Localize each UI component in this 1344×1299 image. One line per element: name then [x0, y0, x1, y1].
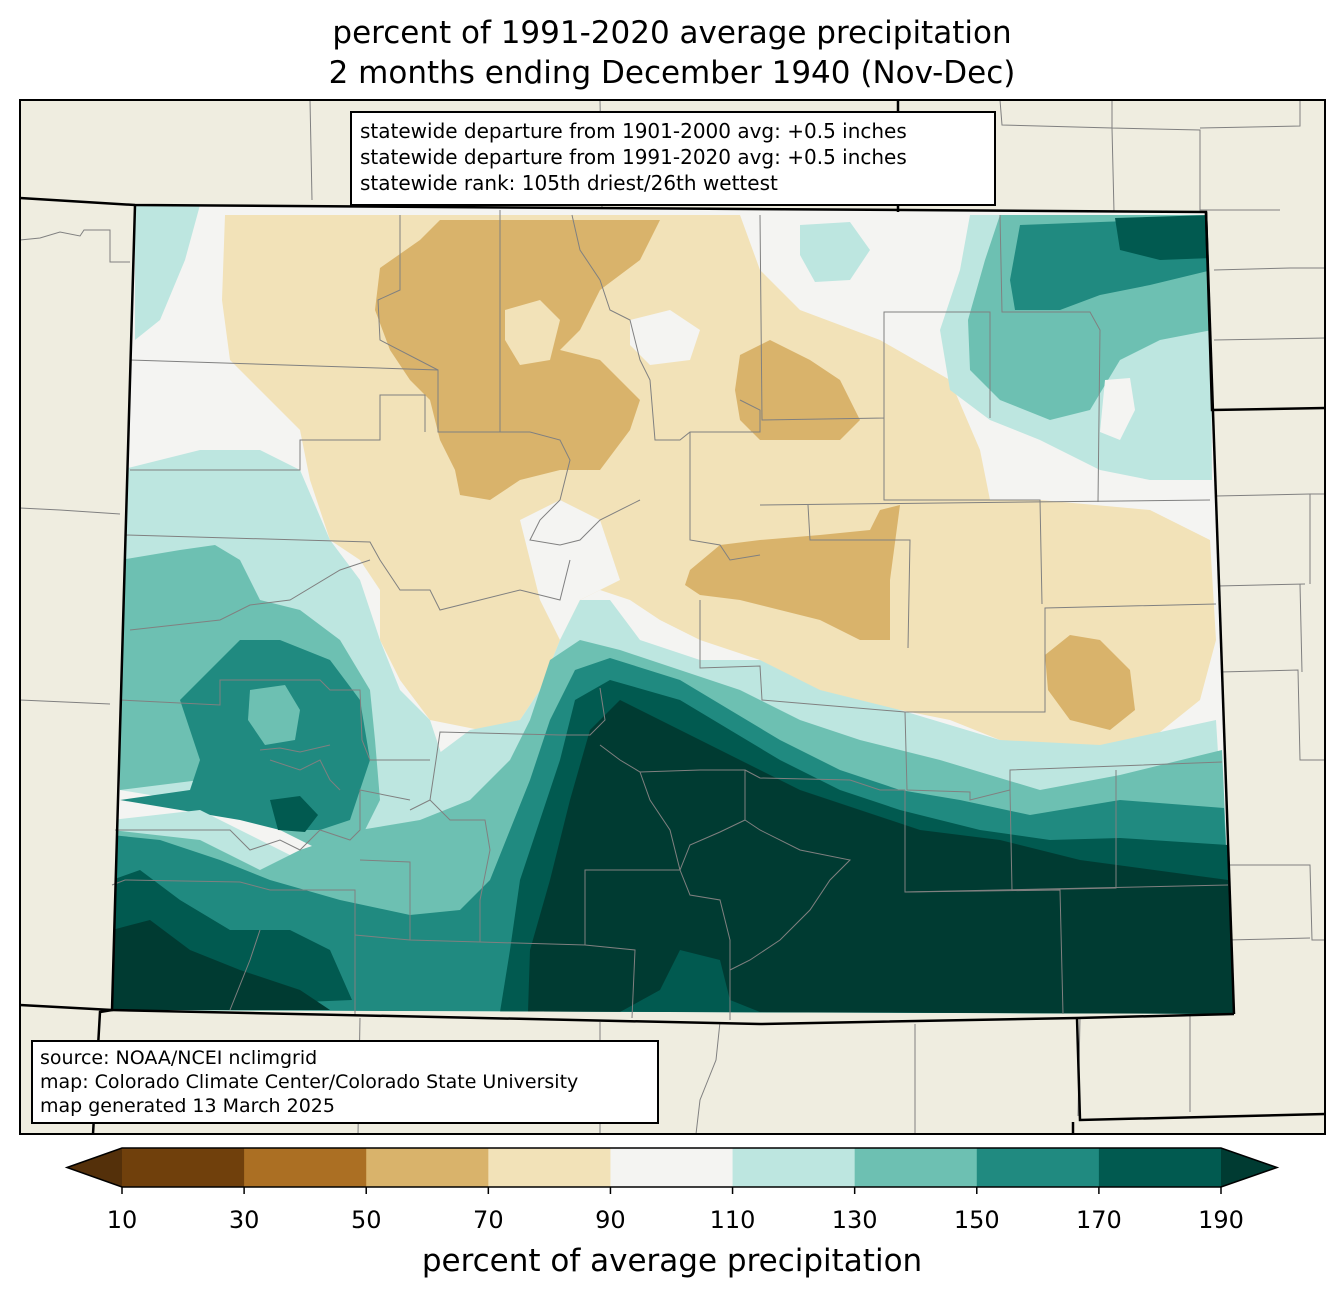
white-hole-northeast — [1100, 378, 1135, 440]
dry-region-50-70-southeast — [1045, 635, 1135, 730]
white-patch-north-central — [630, 310, 700, 365]
map-title-line-2: 2 months ending December 1940 (Nov-Dec) — [328, 55, 1016, 91]
wet-region-170-190-northeast — [1115, 215, 1212, 260]
colorbar-extend-high — [1221, 1148, 1277, 1187]
colorbar-tick-label: 10 — [106, 1206, 138, 1234]
colorbar-label: percent of average precipitation — [421, 1243, 923, 1279]
precipitation-field — [112, 205, 1234, 1014]
colorbar-segment — [854, 1148, 978, 1187]
credits-line-2: map: Colorado Climate Center/Colorado St… — [40, 1071, 579, 1093]
colorbar-tick-label: 170 — [1075, 1206, 1122, 1234]
colorbar-tick-label: 110 — [709, 1206, 756, 1234]
wet-hole-west — [248, 685, 300, 745]
wet-spot-north-central — [505, 300, 560, 365]
colorbar-segment — [122, 1148, 245, 1187]
colorbar — [64, 1147, 1280, 1194]
colorbar-tick-label: 130 — [831, 1206, 878, 1234]
stats-line-2: statewide departure from 1991-2020 avg: … — [360, 145, 907, 169]
colorbar-segment — [610, 1148, 734, 1187]
colorbar-tick-label: 50 — [350, 1206, 382, 1234]
colorbar-segment — [1098, 1148, 1222, 1187]
wet-region-110-130-northwest — [135, 205, 200, 340]
colorbar-tick-label: 70 — [473, 1206, 504, 1234]
dry-region-50-70-east-central — [685, 505, 900, 640]
stats-line-3: statewide rank: 105th driest/26th wettes… — [360, 171, 778, 195]
credits-line-1: source: NOAA/NCEI nclimgrid — [40, 1047, 318, 1069]
map-title-line-1: percent of 1991-2020 average precipitati… — [332, 15, 1012, 51]
statewide-stats-box: statewide departure from 1901-2000 avg: … — [350, 111, 996, 206]
credits-box: source: NOAA/NCEI nclimgrid map: Colorad… — [31, 1040, 659, 1124]
colorado-county-lines — [111, 210, 1229, 1020]
colorbar-segment — [732, 1148, 856, 1187]
colorbar-segment — [366, 1148, 489, 1187]
wet-region-over190-south — [112, 700, 1234, 1014]
credits-line-3: map generated 13 March 2025 — [40, 1095, 335, 1117]
colorbar-segment — [488, 1148, 611, 1187]
dry-region-50-70-central — [735, 340, 860, 440]
stats-line-1: statewide departure from 1901-2000 avg: … — [360, 119, 907, 143]
colorbar-segment — [976, 1148, 1100, 1187]
colorbar-segment — [244, 1148, 367, 1187]
colorbar-tick-label: 150 — [953, 1206, 1000, 1234]
colorbar-extend-low — [67, 1148, 122, 1187]
colorbar-tick-label: 30 — [228, 1206, 260, 1234]
wet-region-150-170-west — [120, 640, 370, 830]
colorbar-tick-label: 190 — [1198, 1206, 1244, 1234]
state-borders — [19, 100, 1326, 1135]
colorbar-tick-label: 90 — [595, 1206, 626, 1234]
white-gap-south-central — [520, 500, 620, 640]
wet-spot-north — [800, 222, 870, 282]
map-frame — [19, 99, 1326, 1135]
wet-region-170-190-west-spot — [270, 796, 318, 832]
